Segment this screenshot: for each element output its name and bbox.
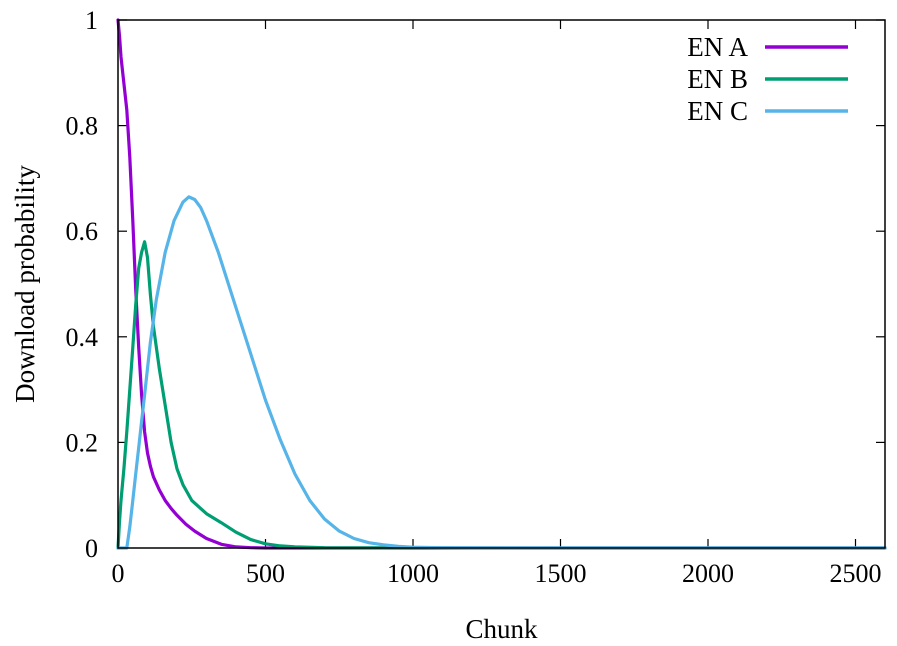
y-tick-label: 0.6	[66, 217, 99, 246]
x-tick-label: 500	[246, 559, 285, 588]
y-tick-label: 0.2	[66, 428, 99, 457]
ticks-layer: 0 500 1000 1500 2000 2500 0 0.2 0.4 0.6 0.8 1	[66, 6, 885, 588]
x-tick-label: 0	[112, 559, 125, 588]
y-tick-label: 0.4	[66, 323, 99, 352]
legend-label: EN C	[687, 96, 748, 126]
series-layer	[116, 18, 887, 550]
series-line-2	[116, 240, 887, 550]
legend-label: EN B	[687, 64, 748, 94]
x-tick-label: 2500	[830, 559, 882, 588]
legend: EN AEN BEN C	[687, 32, 848, 126]
x-tick-label: 1500	[535, 559, 587, 588]
series-line-3	[116, 195, 887, 550]
x-axis-label: Chunk	[465, 614, 538, 644]
y-axis-label: Download probability	[10, 165, 40, 403]
x-tick-label: 1000	[387, 559, 439, 588]
x-tick-label: 2000	[682, 559, 734, 588]
legend-label: EN A	[687, 32, 748, 62]
series-line-1	[116, 18, 887, 550]
y-tick-label: 1	[85, 6, 98, 35]
y-tick-label: 0	[85, 534, 98, 563]
y-tick-label: 0.8	[66, 112, 99, 141]
plot-frame	[117, 19, 886, 549]
